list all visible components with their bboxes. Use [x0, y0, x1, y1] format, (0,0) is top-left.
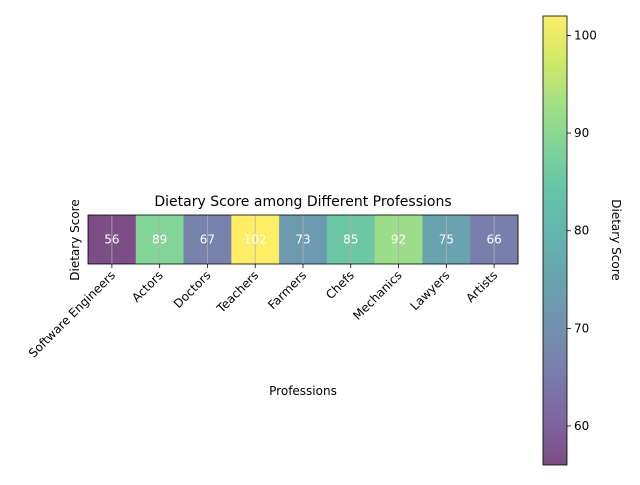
colorbar	[542, 15, 568, 466]
x-tick-label: Lawyers	[408, 268, 453, 313]
x-tick-label: Artists	[463, 268, 500, 305]
colorbar-ticks: 60 70 80 90 100	[567, 29, 597, 433]
x-tick-label: Teachers	[213, 268, 261, 316]
colorbar-tick-label: 100	[574, 29, 597, 43]
heatmap-cells: 56 89 67 102 73 85 92 75 66	[88, 215, 519, 264]
y-axis-label: Dietary Score	[68, 199, 82, 280]
cell-value-label: 89	[152, 233, 167, 247]
x-tick-label: Chefs	[323, 268, 357, 302]
cell-value-label: 67	[200, 233, 215, 247]
colorbar-tick-label: 90	[574, 126, 589, 140]
heatmap-frame	[87, 214, 519, 265]
cell-value-label: 66	[486, 233, 501, 247]
x-tick-label: Farmers	[265, 268, 309, 312]
x-axis-ticks: Software Engineers Actors Doctors Teachers F…	[26, 264, 500, 360]
cell-value-label: 85	[343, 233, 358, 247]
colorbar-label: Dietary Score	[609, 199, 623, 280]
x-tick-label: Actors	[129, 268, 166, 305]
x-axis-label: Professions	[269, 384, 337, 398]
x-tick-label: Software Engineers	[26, 268, 118, 360]
colorbar-tick-label: 60	[574, 419, 589, 433]
cell-value-label: 73	[295, 233, 310, 247]
colorbar-tick-label: 70	[574, 321, 589, 335]
cell-value-label: 102	[244, 233, 267, 247]
chart-title: Dietary Score among Different Profession…	[154, 194, 451, 210]
x-tick-label: Mechanics	[350, 268, 405, 323]
colorbar-tick-label: 80	[574, 224, 589, 238]
cell-value-label: 92	[391, 233, 406, 247]
cell-value-label: 56	[104, 233, 119, 247]
x-tick-label: Doctors	[171, 268, 214, 311]
cell-value-label: 75	[439, 233, 454, 247]
